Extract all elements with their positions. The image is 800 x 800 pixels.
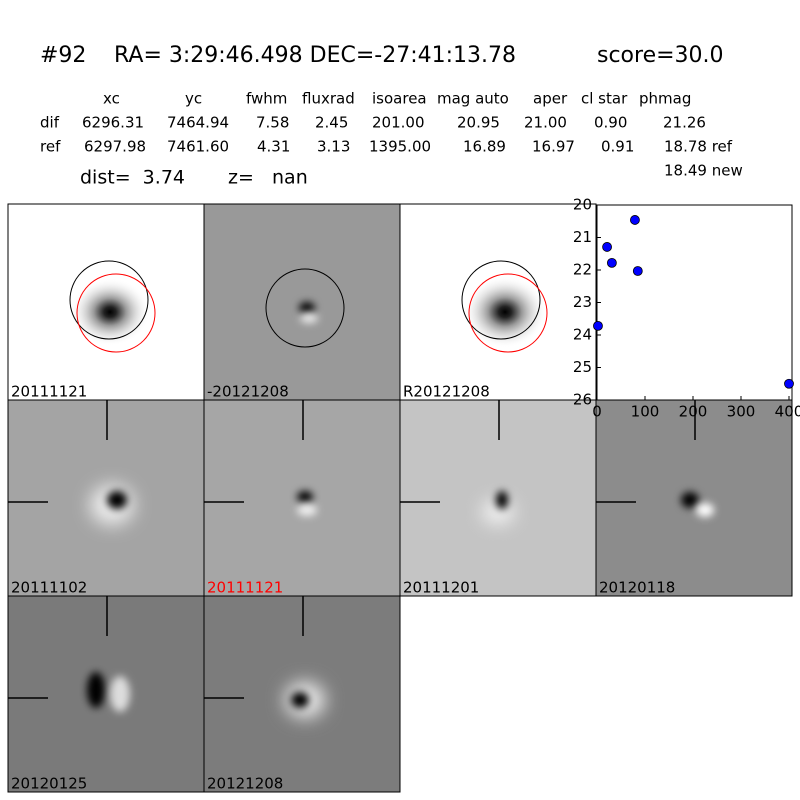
x-tick-label: 300 bbox=[727, 403, 756, 421]
object-id: #92 bbox=[40, 43, 86, 68]
row-label: dif bbox=[40, 114, 60, 132]
point bbox=[602, 242, 612, 252]
table-cell: 7461.60 bbox=[167, 138, 229, 156]
score: score=30.0 bbox=[597, 43, 724, 68]
table-cell: 3.13 bbox=[317, 138, 350, 156]
table-cell: 6297.98 bbox=[84, 138, 146, 156]
x-tick-label: 200 bbox=[679, 403, 708, 421]
table-cell: 0.90 bbox=[594, 114, 627, 132]
table-cell: 20.95 bbox=[457, 114, 500, 132]
column-header: fluxrad bbox=[302, 90, 355, 108]
dist: dist= 3.74 bbox=[80, 167, 185, 189]
point bbox=[632, 266, 643, 276]
column-header: xc bbox=[103, 90, 120, 108]
column-header: isoarea bbox=[372, 90, 427, 108]
coords: RA= 3:29:46.498 DEC=-27:41:13.78 bbox=[114, 43, 516, 68]
panel-label: 20111102 bbox=[11, 579, 87, 597]
table-cell: 7.58 bbox=[256, 114, 289, 132]
table-cell: 16.97 bbox=[532, 138, 575, 156]
table-cell: 6296.31 bbox=[82, 114, 144, 132]
z: z= nan bbox=[228, 167, 308, 189]
column-header: phmag bbox=[639, 90, 691, 108]
table-cell: 21.00 bbox=[524, 114, 567, 132]
point bbox=[630, 215, 640, 225]
table-cell: 2.45 bbox=[315, 114, 348, 132]
panel-label: R20121208 bbox=[403, 383, 490, 401]
column-header: mag auto bbox=[437, 90, 509, 108]
point bbox=[593, 320, 603, 331]
table-cell: 0.91 bbox=[601, 138, 634, 156]
phmag-new: 18.49 new bbox=[664, 162, 743, 180]
table-cell: 21.26 bbox=[663, 114, 706, 132]
column-header: yc bbox=[185, 90, 202, 108]
x-tick-label: 0 bbox=[592, 403, 602, 421]
y-tick-label: 23 bbox=[573, 293, 592, 311]
panel-label: 20120118 bbox=[599, 579, 675, 597]
x-tick-label: 100 bbox=[631, 403, 660, 421]
y-tick-label: 25 bbox=[573, 358, 592, 376]
panel-label: 20111121 bbox=[207, 579, 283, 597]
plot-area bbox=[596, 204, 793, 401]
panel-label: 20111121 bbox=[11, 383, 87, 401]
column-header: cl star bbox=[581, 90, 628, 108]
panel-label: 20121208 bbox=[207, 775, 283, 793]
table-cell: 7464.94 bbox=[167, 114, 229, 132]
table-cell: 4.31 bbox=[257, 138, 290, 156]
y-tick-label: 26 bbox=[573, 391, 592, 409]
row-label: ref bbox=[40, 138, 61, 156]
point bbox=[784, 378, 794, 389]
y-tick-label: 24 bbox=[573, 326, 592, 344]
y-tick-label: 22 bbox=[573, 261, 592, 279]
panel-label: -20121208 bbox=[207, 383, 289, 401]
y-tick-label: 21 bbox=[573, 228, 592, 246]
point bbox=[606, 257, 617, 268]
column-header: fwhm bbox=[246, 90, 287, 108]
table-cell: 16.89 bbox=[463, 138, 506, 156]
table-cell: 201.00 bbox=[372, 114, 425, 132]
panel-label: 20111201 bbox=[403, 579, 479, 597]
column-header: aper bbox=[533, 90, 568, 108]
image-panels bbox=[7, 203, 793, 793]
table-cell: 18.78 ref bbox=[664, 138, 733, 156]
y-tick-label: 20 bbox=[573, 196, 592, 214]
panel-label: 20120125 bbox=[11, 775, 87, 793]
x-tick-label: 400 bbox=[775, 403, 800, 421]
table-cell: 1395.00 bbox=[369, 138, 431, 156]
